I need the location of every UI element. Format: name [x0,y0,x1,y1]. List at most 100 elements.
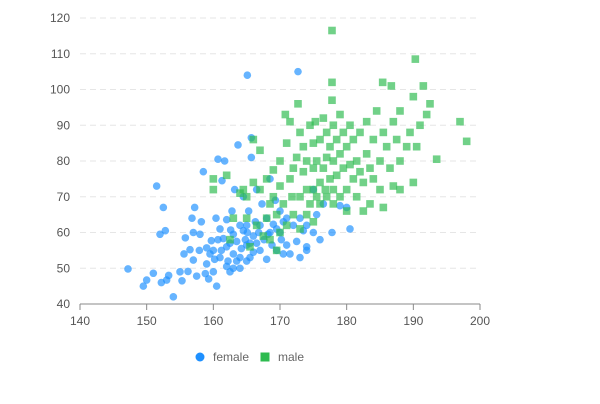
male-point[interactable] [349,175,358,183]
female-point[interactable] [164,271,173,280]
male-point[interactable] [329,200,338,208]
male-point[interactable] [389,117,398,126]
male-point[interactable] [416,121,424,130]
female-point[interactable] [237,244,246,253]
male-point[interactable] [392,135,401,144]
male-point[interactable] [286,117,294,126]
female-point[interactable] [214,155,222,164]
male-point[interactable] [369,135,378,144]
male-point[interactable] [432,155,441,164]
female-point[interactable] [212,214,220,222]
male-point[interactable] [266,235,274,244]
female-point[interactable] [232,237,241,246]
female-point[interactable] [181,234,190,242]
male-point[interactable] [332,171,341,180]
female-point[interactable] [236,253,244,262]
male-point[interactable] [346,160,354,169]
female-point[interactable] [229,264,238,273]
female-point[interactable] [216,253,224,262]
female-point[interactable] [258,200,266,208]
male-point[interactable] [249,178,258,187]
female-point[interactable] [279,250,288,258]
female-point[interactable] [212,282,221,290]
male-point[interactable] [342,142,351,151]
male-point[interactable] [306,200,314,208]
female-point[interactable] [124,265,132,273]
male-point[interactable] [389,182,398,190]
female-point[interactable] [149,269,158,278]
male-point[interactable] [411,55,420,63]
female-point[interactable] [243,71,252,79]
legend-item-male[interactable]: male [260,350,305,364]
legend-item-female[interactable]: female [195,350,250,364]
female-point[interactable] [229,250,238,258]
male-point[interactable] [262,175,271,183]
male-point[interactable] [269,192,278,201]
male-point[interactable] [282,221,291,230]
female-point[interactable] [189,256,198,264]
male-point[interactable] [319,114,328,122]
male-point[interactable] [329,157,338,165]
male-point[interactable] [339,128,348,137]
male-point[interactable] [362,117,371,126]
female-point[interactable] [292,237,301,246]
female-point[interactable] [190,203,199,212]
male-point[interactable] [276,228,284,237]
male-point[interactable] [288,192,296,201]
female-point[interactable] [242,221,251,230]
female-point[interactable] [169,293,178,301]
female-point[interactable] [156,230,164,239]
male-point[interactable] [296,225,304,233]
male-point[interactable] [316,200,324,208]
male-point[interactable] [366,200,374,208]
male-point[interactable] [412,142,421,151]
female-point[interactable] [216,225,224,233]
male-point[interactable] [332,135,341,144]
male-point[interactable] [352,192,361,201]
female-point[interactable] [186,245,194,254]
male-point[interactable] [396,185,404,194]
male-point[interactable] [402,142,411,151]
male-point[interactable] [309,139,318,147]
female-point[interactable] [234,141,242,149]
male-point[interactable] [326,142,334,151]
female-point[interactable] [202,260,211,268]
female-point[interactable] [328,228,336,237]
male-point[interactable] [321,185,330,194]
male-point[interactable] [328,96,336,105]
male-point[interactable] [262,214,271,222]
male-point[interactable] [352,157,361,165]
female-point[interactable] [277,235,286,244]
female-point[interactable] [188,214,196,222]
male-point[interactable] [316,178,324,187]
male-point[interactable] [406,128,414,137]
female-point[interactable] [196,230,204,239]
male-point[interactable] [252,221,261,230]
male-point[interactable] [292,153,301,162]
female-point[interactable] [176,268,184,276]
male-point[interactable] [249,135,258,144]
male-point[interactable] [356,128,364,137]
female-point[interactable] [316,235,324,244]
male-point[interactable] [356,167,364,176]
male-point[interactable] [309,217,318,226]
female-point[interactable] [209,268,218,276]
male-point[interactable] [329,185,338,194]
female-point[interactable] [209,246,218,255]
male-point[interactable] [366,164,374,172]
male-point[interactable] [296,128,304,137]
female-point[interactable] [294,67,302,76]
male-point[interactable] [462,137,471,146]
female-point[interactable] [222,215,231,224]
female-point[interactable] [302,243,311,251]
male-point[interactable] [272,210,281,219]
male-point[interactable] [306,121,314,130]
male-point[interactable] [256,185,264,194]
female-point[interactable] [139,282,148,290]
male-point[interactable] [328,26,336,35]
male-point[interactable] [322,153,331,162]
male-point[interactable] [289,164,298,172]
male-point[interactable] [328,78,336,87]
male-point[interactable] [379,128,388,137]
female-point[interactable] [192,272,201,280]
